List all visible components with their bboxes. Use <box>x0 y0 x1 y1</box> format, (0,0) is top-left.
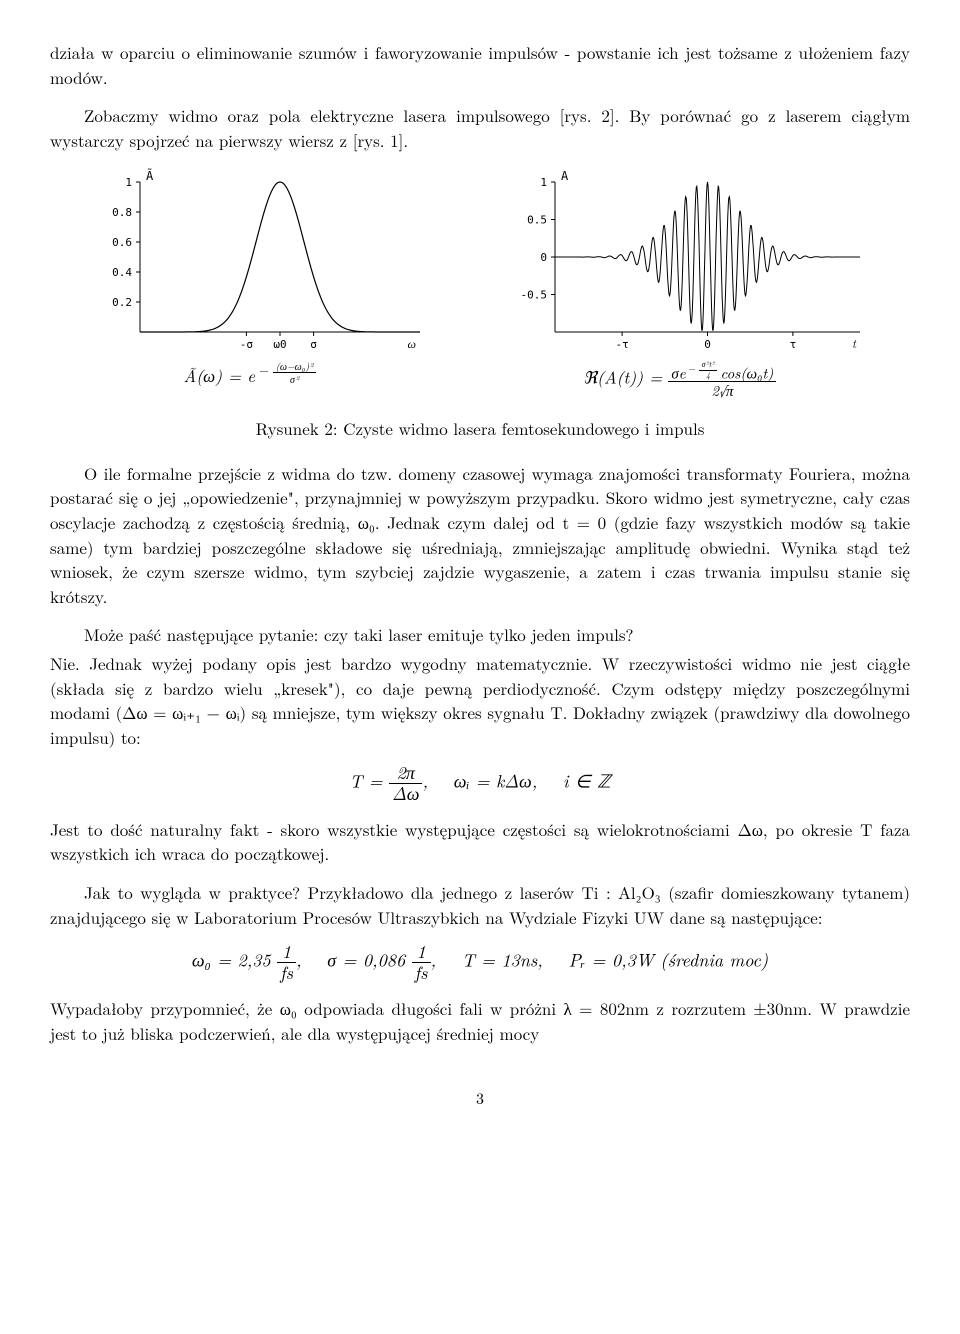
svg-text:-τ: -τ <box>615 338 628 351</box>
eq-params-b: , σ = 0,086 <box>296 948 405 973</box>
figure-left-cell: 1 0.8 0.6 0.4 0.2 Ã -σ ω0 σ ω <box>80 167 440 357</box>
svg-text:ω0: ω0 <box>273 338 286 351</box>
paragraph-4b: Nie. Jednak wyżej podany opis jest bardz… <box>50 651 910 750</box>
svg-text:σ: σ <box>310 338 317 351</box>
svg-text:0.6: 0.6 <box>112 236 132 249</box>
svg-text:-σ: -σ <box>240 338 254 351</box>
svg-text:0.8: 0.8 <box>112 206 132 219</box>
paragraph-5: Jest to dość naturalny fakt - skoro wszy… <box>50 817 910 866</box>
paragraph-3: O ile formalne przejście z widma do tzw.… <box>50 461 910 609</box>
eq-T: T = <box>349 768 389 793</box>
eq-left-exp-num: (ω−ω₀)² <box>273 361 316 373</box>
eq-params-c: , T = 13ns, Pᵣ = 0,3W (średnia moc) <box>431 948 769 973</box>
paragraph-1: działa w oparciu o eliminowanie szumów i… <box>50 40 910 89</box>
eq-params-a: ω₀ = 2,35 <box>192 948 271 973</box>
paragraph-2: Zobaczmy widmo oraz pola elektryczne las… <box>50 103 910 152</box>
eq-right-lhs: ℜ(A(t)) = <box>583 364 668 388</box>
eq-T-den: Δω <box>389 784 422 803</box>
svg-text:0.2: 0.2 <box>112 296 132 309</box>
svg-text:-0.5: -0.5 <box>521 288 548 301</box>
svg-text:ω: ω <box>408 335 416 352</box>
svg-text:0.4: 0.4 <box>112 266 132 279</box>
svg-text:A: A <box>561 169 569 183</box>
eq-params-f1d: fs <box>277 963 296 982</box>
equation-pulse: ℜ(A(t)) = σe − σ²t² 4 cos(ω₀t) 2√π <box>583 361 776 398</box>
spectrum-plot: 1 0.8 0.6 0.4 0.2 Ã -σ ω0 σ ω <box>80 167 440 357</box>
eq-right-num-a: σe <box>671 362 685 383</box>
figure-equations-row: Ã(ω) = e − (ω−ω₀)² σ² ℜ(A(t)) = σe − σ²t… <box>50 361 910 398</box>
eq-right-exp-den: 4 <box>699 371 718 380</box>
paragraph-4a: Może paść następujące pytanie: czy taki … <box>50 622 910 647</box>
paragraph-6: Jak to wygląda w praktyce? Przykładowo d… <box>50 880 910 929</box>
svg-text:Ã: Ã <box>146 168 154 183</box>
equation-params: ω₀ = 2,35 1 fs , σ = 0,086 1 fs , T = 13… <box>50 943 910 982</box>
eq-right-exp-minus: − <box>689 362 696 375</box>
figure-right-cell: 1 0.5 0 -0.5 A -τ 0 τ t <box>500 167 880 357</box>
eq-left-exp-den: σ² <box>273 373 316 384</box>
equation-spectrum: Ã(ω) = e − (ω−ω₀)² σ² <box>184 361 317 398</box>
eq-params-f2d: fs <box>412 963 431 982</box>
paragraph-3-text: O ile formalne przejście z widma do tzw.… <box>50 461 910 608</box>
eq-T-rest: , ωᵢ = kΔω, i ∈ ℤ <box>422 768 610 793</box>
pulse-plot: 1 0.5 0 -0.5 A -τ 0 τ t <box>500 167 880 357</box>
svg-text:1: 1 <box>540 176 547 189</box>
svg-text:0: 0 <box>540 251 547 264</box>
paragraph-7: Wypadałoby przypomnieć, że ω₀ odpowiada … <box>50 996 910 1045</box>
svg-text:1: 1 <box>125 176 132 189</box>
eq-left-base: Ã(ω) = e <box>184 362 256 386</box>
svg-text:0.5: 0.5 <box>527 213 547 226</box>
eq-right-den: 2√π <box>668 382 776 398</box>
figure-caption: Rysunek 2: Czyste widmo lasera femtoseku… <box>50 416 910 441</box>
eq-left-minus: − <box>259 361 269 379</box>
equation-period: T = 2π Δω , ωᵢ = kΔω, i ∈ ℤ <box>50 764 910 803</box>
svg-text:0: 0 <box>704 338 711 351</box>
page-number: 3 <box>50 1086 910 1109</box>
svg-text:t: t <box>852 335 857 352</box>
svg-text:τ: τ <box>790 338 797 351</box>
figure-row: 1 0.8 0.6 0.4 0.2 Ã -σ ω0 σ ω 1 0.5 0 -0.5 A -τ 0 τ t <box>50 167 910 357</box>
